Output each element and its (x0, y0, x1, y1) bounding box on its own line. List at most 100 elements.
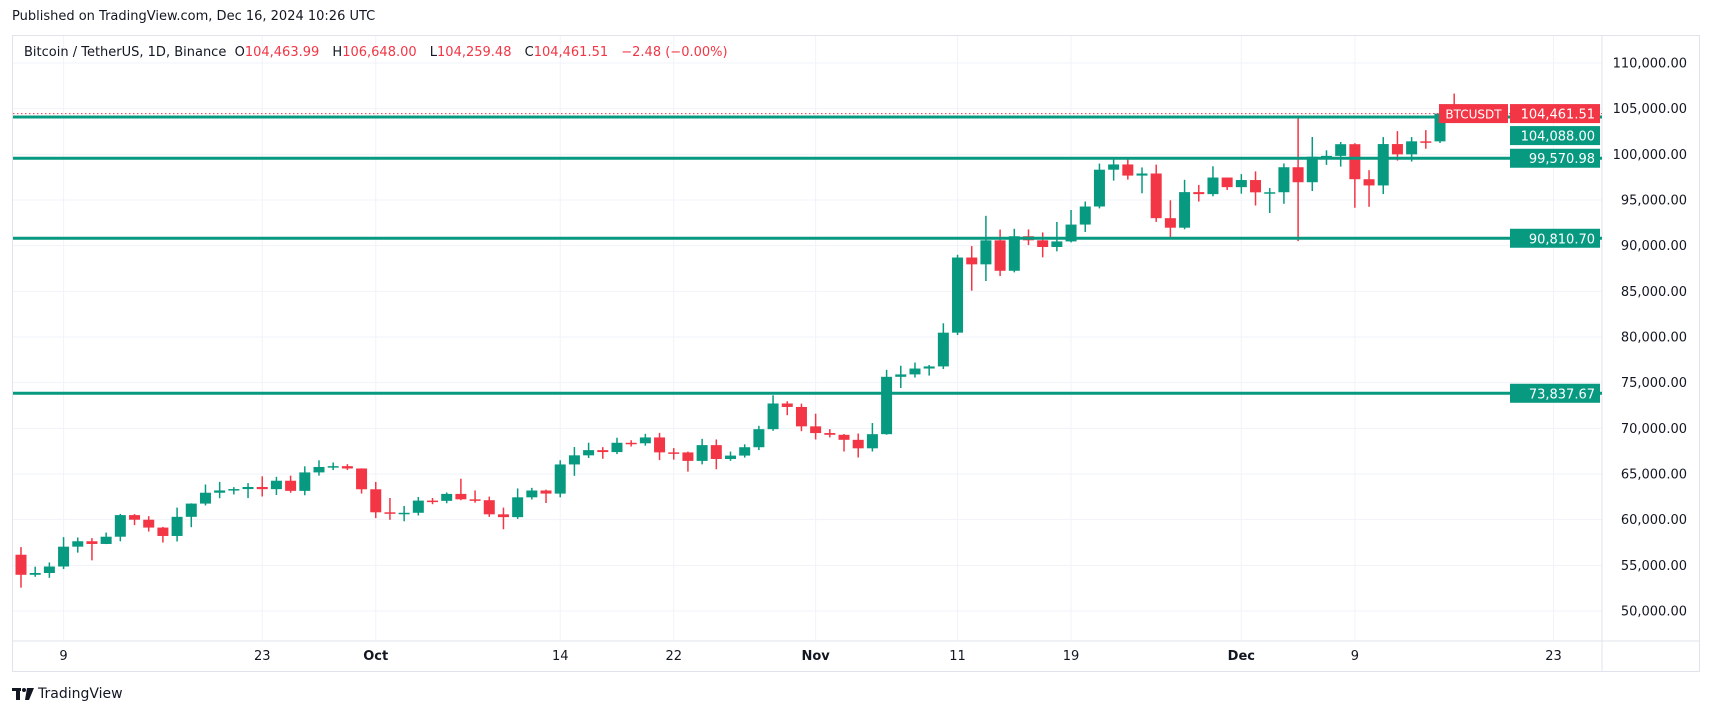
candle[interactable] (1235, 174, 1247, 194)
candle[interactable] (114, 513, 126, 542)
symbol-title[interactable]: Bitcoin / TetherUS, 1D, Binance (24, 45, 227, 60)
candle[interactable] (1363, 170, 1375, 207)
candle[interactable] (129, 514, 141, 526)
candle[interactable] (214, 481, 226, 499)
candle[interactable] (753, 425, 765, 451)
candle[interactable] (710, 439, 722, 470)
candle[interactable] (1079, 201, 1091, 232)
candle[interactable] (1391, 131, 1403, 161)
candle[interactable] (682, 451, 694, 472)
candle[interactable] (526, 487, 538, 500)
candle[interactable] (469, 490, 481, 503)
candle[interactable] (58, 537, 70, 570)
candle[interactable] (1122, 158, 1134, 180)
candle[interactable] (838, 433, 850, 452)
candle[interactable] (242, 483, 254, 499)
candle[interactable] (881, 369, 893, 435)
candle[interactable] (185, 503, 197, 528)
candle[interactable] (15, 547, 27, 588)
candle[interactable] (866, 423, 878, 452)
candle[interactable] (412, 496, 424, 516)
candle[interactable] (384, 498, 396, 520)
candle[interactable] (966, 246, 978, 291)
candle[interactable] (43, 562, 55, 578)
candle[interactable] (611, 437, 623, 455)
candle[interactable] (1292, 116, 1304, 242)
candle[interactable] (1278, 163, 1290, 204)
candle[interactable] (739, 444, 751, 458)
candle[interactable] (72, 537, 84, 553)
candle[interactable] (256, 476, 268, 497)
candle[interactable] (795, 403, 807, 432)
candle[interactable] (767, 395, 779, 431)
candle[interactable] (143, 516, 155, 532)
candle[interactable] (1221, 177, 1233, 191)
candle[interactable] (1250, 171, 1262, 206)
candle[interactable] (937, 323, 949, 370)
candle[interactable] (512, 488, 524, 519)
candle[interactable] (483, 496, 495, 517)
candle[interactable] (1150, 164, 1162, 222)
candle[interactable] (781, 401, 793, 416)
candle[interactable] (497, 507, 509, 530)
candle[interactable] (1193, 184, 1205, 202)
candle[interactable] (1377, 137, 1389, 194)
candle[interactable] (1349, 143, 1361, 208)
candle[interactable] (654, 432, 666, 461)
candle[interactable] (923, 365, 935, 376)
candle[interactable] (313, 460, 325, 476)
candle[interactable] (341, 464, 353, 471)
candle[interactable] (455, 478, 467, 501)
candle[interactable] (568, 447, 580, 476)
candle[interactable] (1093, 163, 1105, 209)
candle[interactable] (356, 468, 368, 494)
candle[interactable] (725, 451, 736, 461)
candle[interactable] (100, 532, 112, 545)
candle[interactable] (199, 484, 211, 506)
candle[interactable] (824, 429, 836, 438)
candle[interactable] (171, 507, 183, 542)
candle[interactable] (909, 362, 921, 378)
candle[interactable] (583, 442, 595, 459)
candle[interactable] (895, 365, 907, 388)
candle[interactable] (1008, 228, 1020, 273)
candle[interactable] (285, 475, 297, 493)
candle[interactable] (1207, 166, 1219, 197)
candle[interactable] (852, 433, 864, 458)
candle[interactable] (554, 460, 566, 498)
ohlc-legend: Bitcoin / TetherUS, 1D, Binance O104,463… (24, 45, 737, 60)
candle[interactable] (639, 433, 651, 446)
candle[interactable] (370, 481, 382, 519)
candle[interactable] (980, 215, 992, 282)
candle[interactable] (427, 498, 439, 505)
candle[interactable] (994, 229, 1006, 277)
candle[interactable] (327, 462, 339, 471)
candle[interactable] (270, 476, 282, 495)
candle[interactable] (810, 413, 822, 440)
candle[interactable] (157, 526, 169, 543)
candle[interactable] (86, 538, 98, 561)
candle[interactable] (228, 487, 240, 495)
candle[interactable] (668, 448, 680, 460)
candle[interactable] (441, 492, 453, 504)
tradingview-logo[interactable]: TradingView (12, 686, 123, 702)
candle[interactable] (597, 447, 609, 459)
candle[interactable] (299, 466, 311, 496)
candle[interactable] (29, 566, 41, 577)
candle[interactable] (398, 505, 410, 522)
candle[interactable] (1420, 130, 1432, 149)
candle[interactable] (1037, 232, 1049, 258)
candle[interactable] (1306, 136, 1318, 192)
candle[interactable] (1051, 221, 1063, 252)
candle[interactable] (1179, 179, 1191, 230)
candle[interactable] (1264, 188, 1276, 213)
candle[interactable] (1108, 158, 1120, 181)
candle[interactable] (1136, 167, 1148, 194)
candle[interactable] (625, 440, 637, 447)
candle[interactable] (1335, 142, 1347, 167)
candle[interactable] (540, 489, 552, 503)
candle[interactable] (1164, 200, 1176, 239)
candle[interactable] (696, 438, 708, 465)
candle[interactable] (952, 254, 964, 336)
